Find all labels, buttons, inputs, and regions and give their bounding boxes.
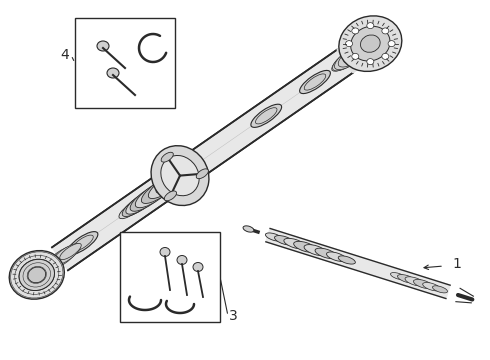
Ellipse shape (335, 42, 370, 69)
Ellipse shape (294, 241, 317, 252)
Ellipse shape (67, 231, 98, 255)
Text: 4: 4 (60, 48, 69, 62)
Ellipse shape (339, 16, 402, 71)
Ellipse shape (123, 193, 154, 216)
Bar (75, 18, 175, 108)
Ellipse shape (119, 200, 144, 219)
Ellipse shape (344, 39, 376, 63)
Ellipse shape (243, 226, 254, 232)
Ellipse shape (361, 35, 380, 52)
Ellipse shape (151, 146, 209, 206)
Ellipse shape (107, 68, 119, 78)
Ellipse shape (266, 233, 283, 241)
Ellipse shape (161, 156, 199, 196)
Ellipse shape (161, 152, 173, 162)
Ellipse shape (397, 275, 416, 283)
Ellipse shape (51, 244, 80, 266)
Text: 1: 1 (452, 257, 461, 271)
Ellipse shape (423, 283, 441, 291)
Ellipse shape (126, 189, 159, 214)
Ellipse shape (352, 28, 359, 34)
Ellipse shape (43, 250, 72, 272)
Ellipse shape (164, 169, 189, 188)
Ellipse shape (46, 246, 77, 270)
Ellipse shape (382, 28, 389, 34)
Ellipse shape (251, 104, 282, 127)
Ellipse shape (42, 256, 63, 272)
Ellipse shape (97, 41, 109, 51)
Ellipse shape (382, 53, 389, 59)
Text: 2: 2 (173, 171, 182, 185)
Ellipse shape (148, 174, 182, 199)
Ellipse shape (315, 248, 337, 259)
Ellipse shape (196, 169, 208, 179)
Ellipse shape (414, 279, 433, 289)
Ellipse shape (338, 256, 355, 264)
Ellipse shape (284, 238, 306, 249)
Ellipse shape (338, 40, 374, 67)
Ellipse shape (177, 256, 187, 265)
Ellipse shape (304, 244, 327, 256)
Ellipse shape (352, 53, 359, 59)
Ellipse shape (332, 51, 358, 71)
Polygon shape (266, 229, 450, 298)
Ellipse shape (122, 194, 151, 217)
Ellipse shape (391, 273, 406, 280)
Bar (120, 232, 220, 322)
Polygon shape (337, 31, 379, 73)
Ellipse shape (274, 235, 294, 245)
Ellipse shape (28, 267, 46, 283)
Ellipse shape (367, 23, 374, 29)
Text: 3: 3 (229, 309, 238, 323)
Ellipse shape (350, 38, 377, 58)
Ellipse shape (9, 251, 64, 299)
Ellipse shape (135, 180, 172, 208)
Ellipse shape (367, 59, 374, 65)
Ellipse shape (160, 248, 170, 256)
Polygon shape (52, 50, 353, 270)
Ellipse shape (142, 176, 177, 203)
Ellipse shape (351, 26, 390, 61)
Ellipse shape (193, 262, 203, 271)
Ellipse shape (130, 184, 166, 211)
Ellipse shape (345, 41, 353, 47)
Ellipse shape (19, 259, 54, 291)
Ellipse shape (433, 286, 447, 293)
Ellipse shape (333, 46, 365, 71)
Ellipse shape (388, 41, 395, 47)
Ellipse shape (405, 277, 424, 286)
Ellipse shape (60, 243, 81, 260)
Ellipse shape (299, 71, 330, 94)
Ellipse shape (326, 252, 346, 261)
Ellipse shape (156, 171, 185, 193)
Ellipse shape (164, 191, 176, 201)
